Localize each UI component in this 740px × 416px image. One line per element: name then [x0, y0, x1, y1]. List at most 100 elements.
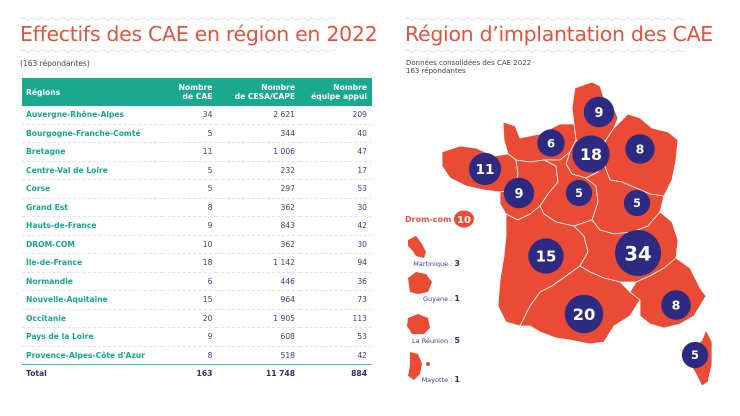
island-la-reunion — [407, 314, 430, 334]
drom-item-label: La Réunion : 5 — [412, 336, 460, 345]
region-name: Occitanie — [22, 309, 162, 328]
bubble-bretagne — [468, 152, 502, 186]
region-name: Auvergne-Rhône-Alpes — [22, 106, 162, 125]
equipe-count: 30 — [300, 198, 372, 217]
france-mainland — [441, 81, 713, 387]
equipe-count: 42 — [300, 216, 372, 236]
cesa-count: 608 — [217, 327, 300, 347]
cae-count: 5 — [161, 161, 218, 180]
equipe-count: 53 — [300, 179, 372, 199]
region-name: Normandie — [22, 272, 162, 291]
region-name: Bretagne — [22, 142, 162, 162]
island-mayotte — [408, 352, 422, 380]
cesa-count: 362 — [217, 235, 300, 254]
region-name: Provence-Alpes-Côte d'Azur — [22, 346, 162, 365]
cesa-count: 362 — [217, 198, 300, 217]
bubble-value: 5 — [691, 349, 699, 362]
table-subtitle: (163 répondantes) — [20, 59, 90, 68]
equipe-count: 94 — [300, 253, 372, 273]
equipe-count: 47 — [300, 142, 372, 162]
cae-count: 10 — [161, 235, 218, 254]
cae-count: 20 — [161, 309, 218, 328]
bubble-value: 5 — [575, 187, 583, 200]
cesa-count: 1 006 — [217, 142, 300, 162]
island-mayotte-islet — [426, 362, 430, 366]
bubble--le-de-france — [572, 135, 610, 173]
table-row: Auvergne-Rhône-Alpes 34 2 621 209 — [22, 106, 372, 125]
equipe-count: 113 — [300, 309, 372, 328]
region-name: Centre-Val de Loire — [22, 161, 162, 180]
cae-count: 15 — [161, 290, 218, 310]
bubble-normandie — [537, 129, 565, 157]
cae-count: 11 — [161, 142, 218, 162]
equipe-count: 42 — [300, 346, 372, 365]
cesa-count: 1 142 — [217, 253, 300, 273]
equipe-count: 17 — [300, 161, 372, 180]
drom-com-badge: Drom-com 10 — [405, 210, 474, 228]
bubble-nouvelle-aquitaine — [528, 238, 564, 274]
drom-separator: : — [448, 295, 454, 303]
header-regions-label: Régions — [26, 87, 61, 97]
drom-com-value: 10 — [457, 215, 471, 226]
header-regions: Régions — [22, 78, 162, 106]
cae-count: 18 — [161, 253, 218, 273]
drom-separator: : — [448, 337, 454, 345]
bubble-value: 8 — [672, 298, 681, 313]
drom-item-name: Martinique — [413, 260, 448, 268]
drom-item-name: Mayotte — [422, 376, 449, 384]
cesa-count: 1 905 — [217, 309, 300, 328]
equipe-count: 40 — [300, 124, 372, 143]
cesa-count: 297 — [217, 179, 300, 199]
table-row: Corse 5 297 53 — [22, 179, 372, 199]
drom-separator: : — [448, 260, 454, 268]
cesa-count: 344 — [217, 124, 300, 143]
map-title-divider-bottom — [405, 49, 686, 53]
cesa-count: 964 — [217, 290, 300, 310]
table-total-row: Total 163 11 748 884 — [22, 364, 372, 383]
equipe-count: 36 — [300, 272, 372, 291]
map-title-divider-top — [405, 17, 686, 21]
cae-count: 5 — [161, 124, 218, 143]
drom-item-label: Martinique : 3 — [413, 259, 460, 268]
bubble-grand-est — [625, 134, 655, 164]
drom-separator: : — [448, 376, 454, 384]
cesa-count: 518 — [217, 346, 300, 365]
cae-count: 6 — [161, 272, 218, 291]
total-cae: 163 — [161, 364, 218, 383]
equipe-count: 30 — [300, 235, 372, 254]
table-row: Nouvelle-Aquitaine 15 964 73 — [22, 290, 372, 310]
island-guyane — [408, 272, 432, 294]
value-bubbles: 9 6 18 8 11 9 5 5 15 34 20 8 5 — [468, 96, 709, 369]
region-name: Corse — [22, 179, 162, 199]
drom-item-value: 5 — [454, 336, 460, 345]
bubble-occitanie — [564, 294, 604, 334]
bubble-value: 6 — [547, 136, 555, 150]
header-cesa-line2: de CESA/CAPE — [234, 92, 295, 101]
equipe-count: 53 — [300, 327, 372, 347]
title-divider-top — [20, 17, 335, 21]
cesa-count: 446 — [217, 272, 300, 291]
bubble-value: 5 — [633, 197, 641, 210]
table-row: Bourgogne-Franche-Comté 5 344 40 — [22, 124, 372, 143]
header-equipe-line2: équipe appui — [311, 92, 367, 101]
bubble-bourgogne-franche-comt- — [623, 189, 651, 217]
total-label: Total — [22, 364, 162, 383]
total-cesa: 11 748 — [217, 364, 300, 383]
drom-item-value: 1 — [454, 375, 460, 384]
table-row: Centre-Val de Loire 5 232 17 — [22, 161, 372, 180]
bubble-pays-de-la-loire — [503, 177, 535, 209]
region-name: Nouvelle-Aquitaine — [22, 290, 162, 310]
drom-com-bubble — [454, 210, 474, 228]
cae-count: 8 — [161, 198, 218, 217]
cae-count: 9 — [161, 216, 218, 236]
bubble-centre-val-de-loire — [565, 179, 593, 207]
title-divider-bottom — [20, 49, 335, 53]
cae-count: 5 — [161, 179, 218, 199]
bubble-value: 15 — [536, 248, 557, 266]
drom-com-label: Drom-com — [405, 215, 451, 224]
header-nombre-equipe: Nombre équipe appui — [300, 78, 372, 106]
table-row: Occitanie 20 1 905 113 — [22, 309, 372, 328]
bubble-value: 20 — [573, 305, 596, 324]
header-cae-line2: de CAE — [182, 92, 213, 101]
table-row: Île-de-France 18 1 142 94 — [22, 253, 372, 273]
